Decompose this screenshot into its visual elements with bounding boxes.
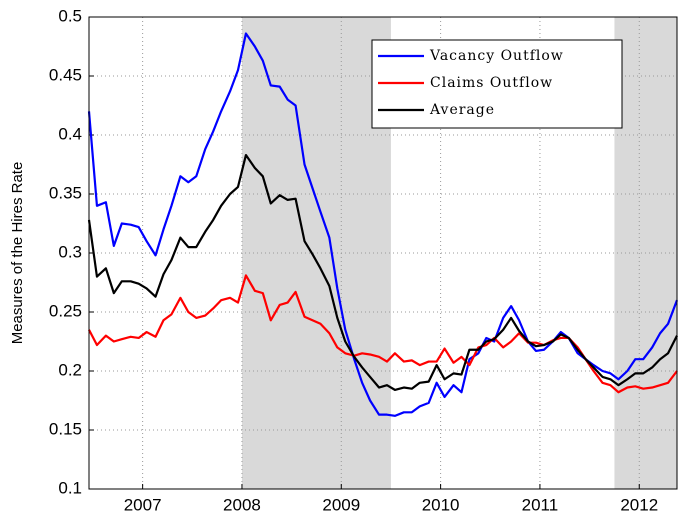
x-tick-label: 2012 [620, 495, 658, 514]
y-tick-label: 0.35 [49, 183, 82, 202]
legend-label: Vacancy Outflow [429, 48, 564, 64]
x-tick-label: 2007 [124, 495, 162, 514]
series-line [87, 32, 678, 417]
legend-label: Average [429, 102, 495, 118]
y-tick-label: 0.3 [58, 242, 82, 261]
x-tick-label: 2009 [322, 495, 360, 514]
legend-label: Claims Outflow [430, 75, 553, 91]
y-tick-label: 0.1 [58, 478, 82, 497]
series-line [88, 274, 678, 394]
recession-band [241, 17, 391, 489]
y-tick-label: 0.45 [49, 65, 82, 84]
y-tick-label: 0.4 [58, 124, 82, 143]
series-line [87, 153, 678, 391]
y-axis-label: Measures of the Hires Rate [9, 162, 26, 345]
y-tick-label: 0.2 [58, 360, 82, 379]
plot-frame [88, 16, 678, 490]
y-tick-label: 0.5 [58, 6, 82, 25]
x-tick-label: 2011 [522, 495, 559, 514]
x-tick-label: 2010 [422, 495, 460, 514]
y-tick-label: 0.15 [49, 419, 82, 438]
y-tick-label: 0.25 [49, 301, 82, 320]
x-tick-label: 2008 [223, 495, 261, 514]
